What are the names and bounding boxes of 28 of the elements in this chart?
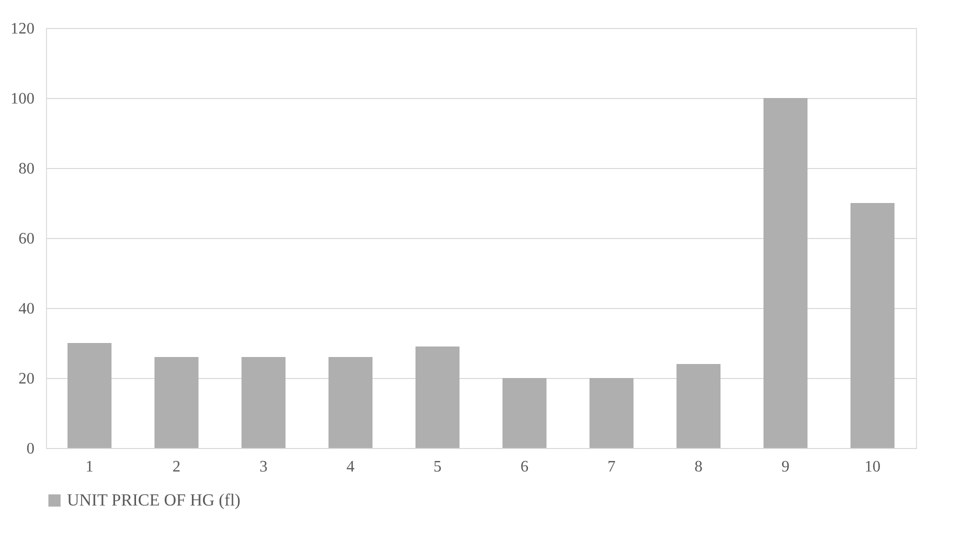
bar [154,357,198,448]
x-tick-label: 7 [608,458,616,476]
bar [328,357,372,448]
x-tick-label: 5 [434,458,442,476]
x-tick-label: 10 [864,458,880,476]
bar [416,346,460,448]
y-tick-label: 20 [18,370,34,388]
y-tick-label: 60 [18,230,34,248]
bar [242,357,286,448]
bar [676,364,720,448]
x-tick-label: 2 [172,458,180,476]
y-tick-label: 40 [18,300,34,318]
y-tick-label: 120 [10,20,34,38]
y-tick-label: 80 [18,160,34,178]
bar [850,203,894,448]
y-tick-label: 0 [26,440,34,458]
x-tick-label: 3 [260,458,268,476]
x-tick-label: 6 [520,458,528,476]
x-tick-label: 8 [694,458,702,476]
y-tick-label: 100 [10,90,34,108]
bar [68,343,112,448]
bar [502,378,546,448]
x-tick-label: 4 [346,458,354,476]
legend-label: UNIT PRICE OF HG (fl) [67,490,240,510]
x-tick-label: 1 [86,458,94,476]
bar [764,98,808,448]
bar [590,378,634,448]
x-tick-label: 9 [782,458,790,476]
